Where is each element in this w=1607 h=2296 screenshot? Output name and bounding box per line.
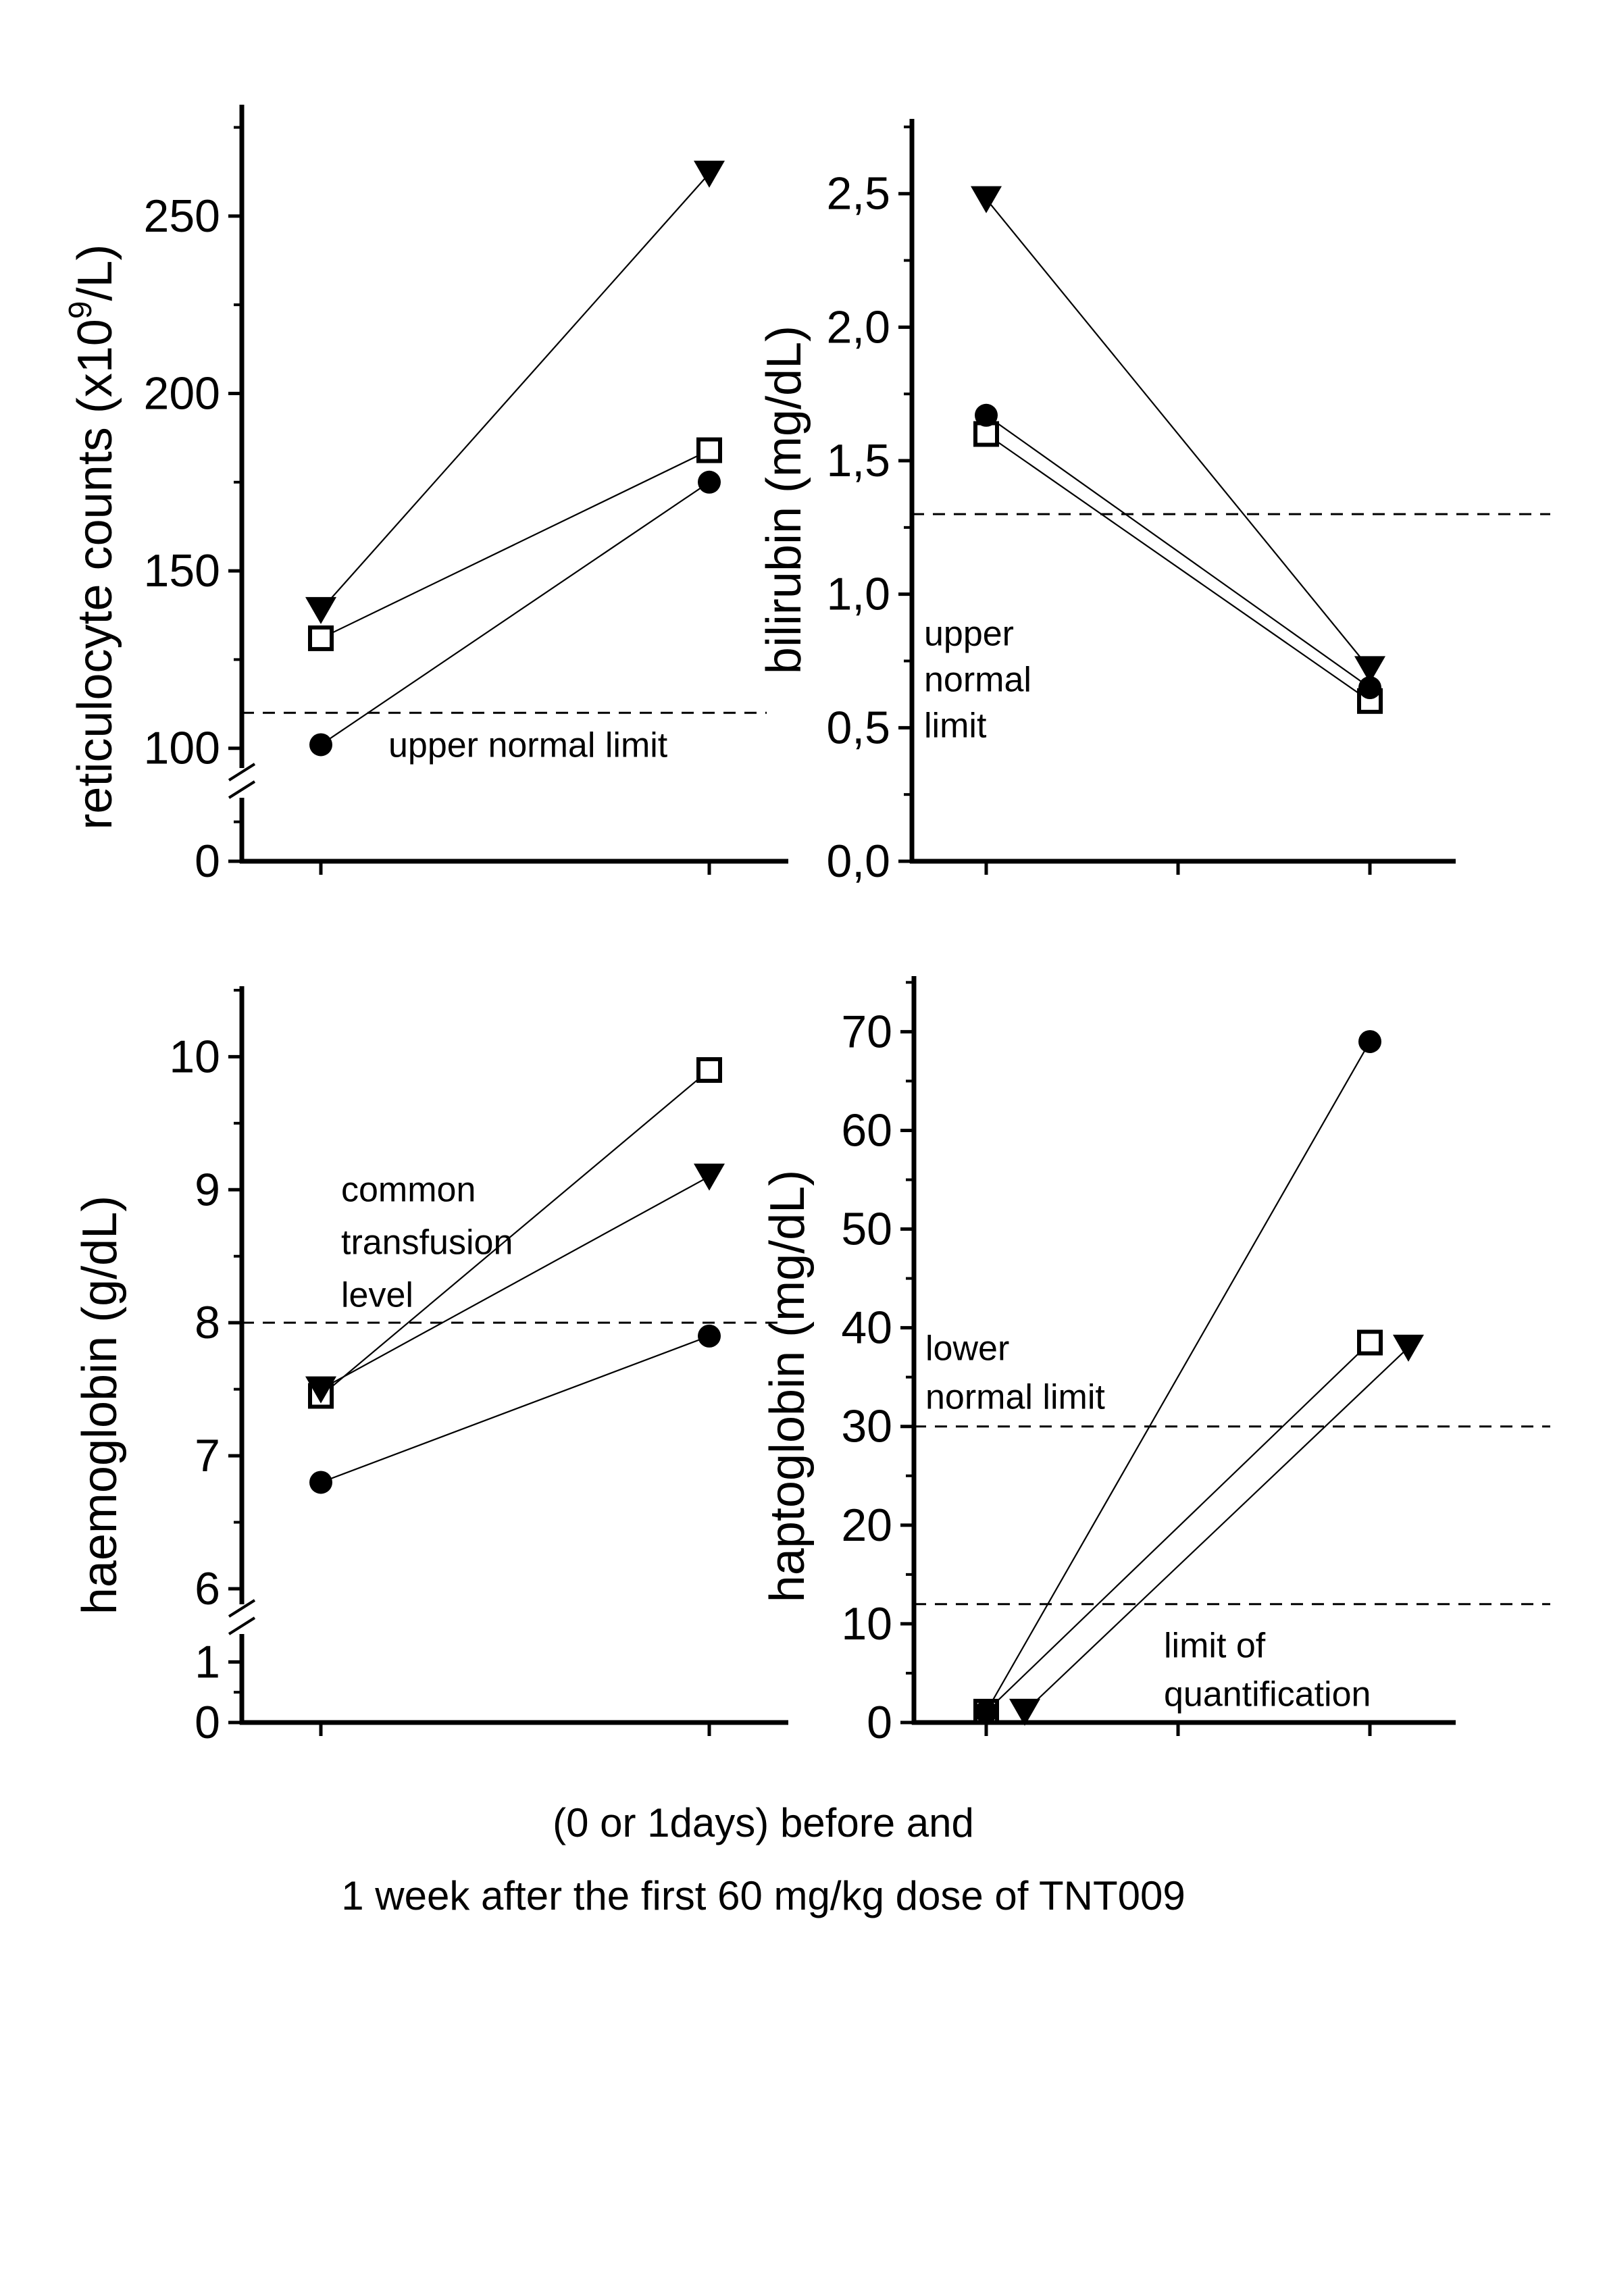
series-line (986, 1342, 1371, 1712)
series-line (320, 173, 710, 611)
y-tick-label: 60 (841, 1104, 892, 1156)
data-marker-circle-icon (309, 733, 332, 757)
y-tick-label: 1 (195, 1636, 220, 1687)
ref-line-label: upper (924, 615, 1014, 654)
y-tick-label: 1,0 (826, 569, 890, 620)
y-tick-label: 100 (144, 723, 220, 774)
data-marker-triangle-down-icon (694, 1163, 725, 1191)
series-line (986, 1041, 1371, 1712)
data-marker-circle-icon (698, 470, 721, 494)
y-tick-label: 2,0 (826, 301, 890, 353)
y-tick-label: 200 (144, 367, 220, 419)
ref-line-label: transfusion (341, 1223, 513, 1262)
axis-break-icon (228, 1616, 256, 1635)
series-line (320, 1175, 710, 1390)
y-tick-label: 0 (867, 1697, 892, 1748)
data-marker-square-icon (696, 437, 722, 463)
y-tick-label: 9 (195, 1164, 220, 1215)
y-tick-label: 50 (841, 1204, 892, 1255)
series-line (320, 481, 710, 746)
y-tick-label: 150 (144, 545, 220, 596)
data-marker-circle-icon (698, 1324, 721, 1348)
data-marker-triangle-down-icon (694, 160, 725, 188)
y-tick-label: 250 (144, 190, 220, 242)
series-line (320, 1335, 710, 1483)
caption-line-2: 1 week after the first 60 mg/kg dose of … (341, 1873, 1185, 1918)
data-marker-triangle-down-icon (1009, 1698, 1040, 1726)
y-tick-label: 10 (841, 1598, 892, 1650)
ref-line-label: normal limit (925, 1378, 1105, 1417)
ref-line-label: normal (924, 661, 1031, 700)
axis-break-icon (228, 780, 256, 799)
ref-line-label: upper normal limit (388, 726, 668, 765)
y-tick-label: 0,5 (826, 702, 890, 753)
y-tick-label: 7 (195, 1430, 220, 1481)
panel-haptoglobin: lower normal limit limit of quantification 0… (761, 976, 1550, 1748)
y-tick-label: 0 (195, 836, 220, 887)
y-tick-label: 10 (169, 1031, 220, 1082)
data-marker-square-icon (308, 625, 334, 651)
y-tick-label: 0,0 (826, 836, 890, 887)
y-tick-label: 70 (841, 1006, 892, 1057)
data-marker-circle-icon (309, 1471, 332, 1494)
data-marker-circle-icon (1358, 676, 1381, 700)
series-line (320, 1069, 710, 1397)
panel-reticulocytes: upper normal limit 0 100 150 200 250 reticuloc… (63, 105, 788, 887)
y-tick-label: 8 (195, 1297, 220, 1348)
data-marker-triangle-down-icon (1354, 656, 1385, 684)
y-axis-title: haemoglobin (g/dL) (73, 1196, 127, 1614)
y-tick-label: 6 (195, 1563, 220, 1614)
data-marker-circle-icon (975, 1700, 998, 1723)
y-axis-title: reticulocyte counts (x109/L) (63, 244, 122, 830)
series-line (986, 433, 1371, 702)
ref-line-label: quantification (1164, 1675, 1371, 1714)
y-tick-label: 2,5 (826, 168, 890, 220)
series-line (986, 414, 1371, 688)
series-line (1024, 1347, 1409, 1712)
y-tick-label: 1,5 (826, 435, 890, 486)
data-marker-circle-icon (1358, 1029, 1381, 1053)
axis-break-icon (228, 1599, 256, 1618)
data-marker-circle-icon (975, 403, 998, 427)
data-marker-triangle-down-icon (971, 186, 1002, 213)
data-marker-square-icon (696, 1057, 722, 1083)
data-marker-square-icon (1357, 1329, 1383, 1356)
series-line (986, 198, 1371, 670)
ref-line-label: lower (925, 1329, 1009, 1369)
y-tick-label: 30 (841, 1401, 892, 1452)
ref-line-label: level (341, 1276, 413, 1315)
y-axis-title: haptoglobin (mg/dL) (761, 1170, 815, 1602)
data-marker-triangle-down-icon (305, 1376, 336, 1404)
data-marker-triangle-down-icon (305, 596, 336, 624)
axis-break-icon (228, 763, 256, 782)
ref-line-label: limit (924, 707, 987, 746)
y-tick-label: 20 (841, 1500, 892, 1551)
caption-line-1: (0 or 1days) before and (553, 1800, 974, 1845)
y-axis-title: bilirubin (mg/dL) (757, 326, 811, 674)
panel-haemoglobin: common transfusion level 0 1 6 7 8 9 10 haemoglobi… (73, 986, 788, 1748)
ref-line-label: common (341, 1171, 476, 1210)
y-tick-label: 40 (841, 1302, 892, 1354)
data-marker-triangle-down-icon (1393, 1334, 1424, 1362)
panel-bilirubin: upper normal limit 0,0 0,5 1,0 1,5 2,0 2,5 biliru… (757, 119, 1550, 887)
y-tick-label: 0 (195, 1697, 220, 1748)
series-line (320, 449, 710, 639)
ref-line-label: limit of (1164, 1627, 1266, 1666)
